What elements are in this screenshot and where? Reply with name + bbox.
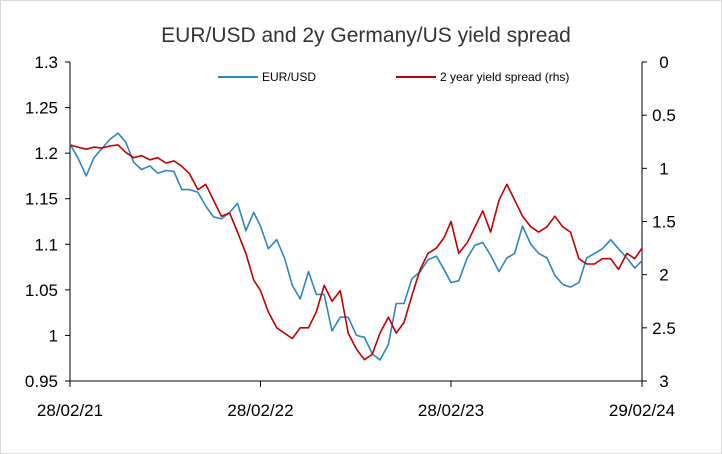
y-left-tick-label: 1.1 xyxy=(34,235,58,254)
y-left-tick-label: 1.2 xyxy=(34,144,58,163)
eurusd-line xyxy=(69,132,643,361)
chart-title: EUR/USD and 2y Germany/US yield spread xyxy=(161,24,571,47)
y-right-tick-label: 1.5 xyxy=(652,213,676,232)
axes: 0.95 1 1.05 1.1 1.15 1.2 1.25 1.3 0 0.5 1 1.5 2 2.5 3 2… xyxy=(25,53,676,420)
yield-spread-line xyxy=(69,144,643,361)
y-left-tick-label: 1.05 xyxy=(25,281,58,300)
legend-label-yield-spread: 2 year yield spread (rhs) xyxy=(440,70,569,84)
x-tick-label: 28/02/23 xyxy=(418,401,484,420)
y-right-tick-label: 3 xyxy=(659,372,668,391)
x-tick-label: 28/02/22 xyxy=(227,401,293,420)
y-right-tick-label: 0 xyxy=(659,53,668,72)
x-tick-label: 29/02/24 xyxy=(609,401,675,420)
series-lines xyxy=(69,132,643,361)
x-tick-label: 28/02/21 xyxy=(37,401,103,420)
y-left-tick-label: 1.25 xyxy=(25,99,58,118)
y-left-tick-label: 1.15 xyxy=(25,190,58,209)
y-left-tick-label: 0.95 xyxy=(25,372,58,391)
y-right-tick-label: 0.5 xyxy=(652,106,676,125)
legend-label-eurusd: EUR/USD xyxy=(262,70,316,84)
y-left-tick-label: 1 xyxy=(49,326,58,345)
y-right-tick-label: 1 xyxy=(659,159,668,178)
y-left-tick-label: 1.3 xyxy=(34,53,58,72)
legend: EUR/USD 2 year yield spread (rhs) xyxy=(218,70,569,84)
y-right-tick-label: 2.5 xyxy=(652,319,676,338)
y-right-tick-label: 2 xyxy=(659,266,668,285)
